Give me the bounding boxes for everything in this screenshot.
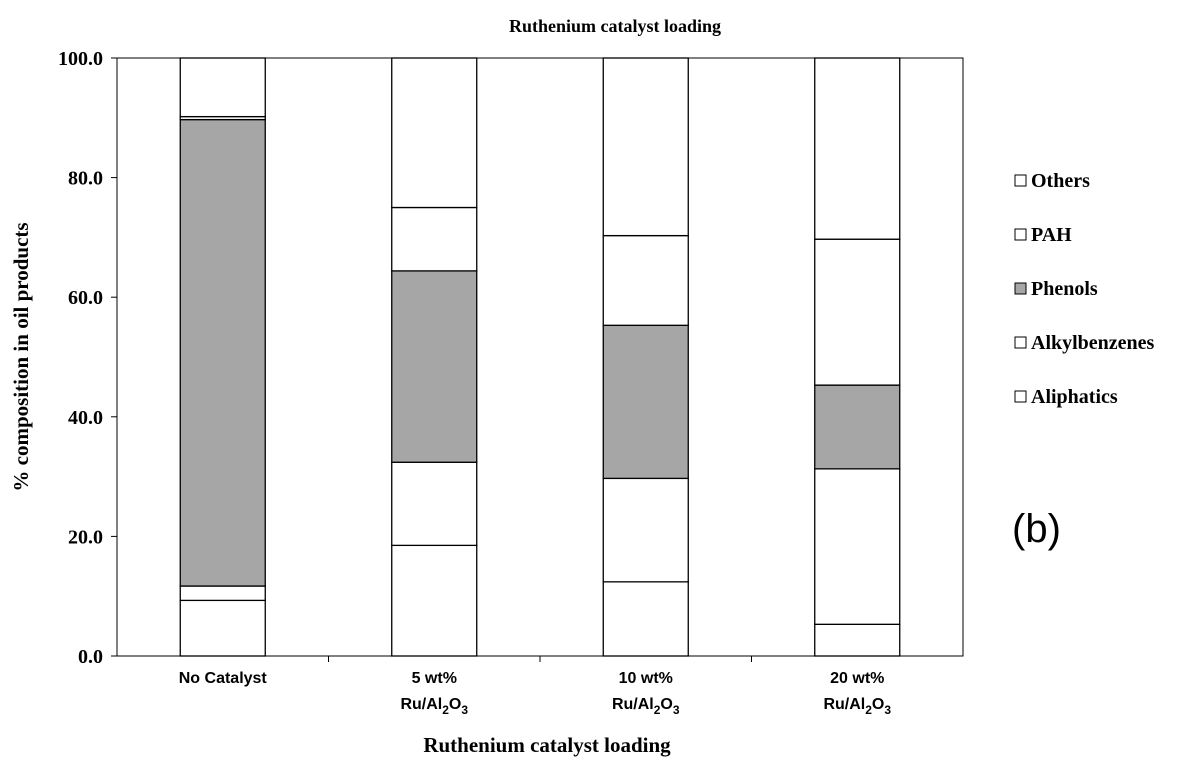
legend-swatch <box>1014 282 1027 295</box>
bar-segment-alkylbenzenes <box>814 468 901 625</box>
x-tick-label: 5 wt% <box>412 670 457 687</box>
y-tick-label: 20.0 <box>68 526 103 548</box>
formula-part: Ru/Al <box>400 696 442 713</box>
legend-swatch <box>1014 336 1027 349</box>
bar-segment-others <box>814 57 901 240</box>
bars <box>179 57 901 657</box>
bar-segment-alkylbenzenes <box>391 461 478 547</box>
x-tick-label: No Catalyst <box>179 670 268 687</box>
bar-segment-alkylbenzenes <box>179 585 266 602</box>
x-tick-label-formula: Ru/Al2O3 <box>612 696 680 717</box>
legend-swatch <box>1014 390 1027 403</box>
bar-segment-phenols <box>602 324 689 480</box>
legend-label: Alkylbenzenes <box>1031 332 1155 354</box>
bar-segment-phenols <box>814 384 901 470</box>
y-tick-label: 60.0 <box>68 287 103 309</box>
bar-segment-others <box>602 57 689 237</box>
x-tick-label-formula: Ru/Al2O3 <box>400 696 468 717</box>
formula-subscript: 3 <box>461 703 468 717</box>
x-axis-label: Ruthenium catalyst loading <box>423 733 671 757</box>
formula-subscript: 2 <box>442 703 449 717</box>
bar-segment-aliphatics <box>602 581 689 657</box>
bar-segment-phenols <box>179 118 266 587</box>
y-axis-label: % composition in oil products <box>9 222 33 491</box>
y-tick-label: 100.0 <box>58 48 103 70</box>
chart-title: Ruthenium catalyst loading <box>509 16 721 36</box>
formula-subscript: 2 <box>865 703 872 717</box>
formula-part: Ru/Al <box>823 696 865 713</box>
legend-swatch <box>1014 228 1027 241</box>
bar-segment-others <box>179 57 266 118</box>
y-axis: 0.0 20.0 40.0 60.0 80.0 100.0 <box>58 48 117 668</box>
bar-segment-phenols <box>391 270 478 463</box>
formula-part: O <box>872 696 884 713</box>
formula-part: O <box>660 696 672 713</box>
bar-segment-alkylbenzenes <box>602 477 689 583</box>
bar-segment-aliphatics <box>179 599 266 657</box>
bar-segment-pah <box>602 234 689 326</box>
legend-label: Aliphatics <box>1031 386 1118 408</box>
x-tick-label: 20 wt% <box>830 670 884 687</box>
y-tick-label: 80.0 <box>68 168 103 190</box>
x-tick-label: 10 wt% <box>619 670 673 687</box>
legend-label: Others <box>1031 170 1090 192</box>
formula-part: O <box>449 696 461 713</box>
legend: Others PAH Phenols Alkylbenzenes Aliphatics <box>1014 170 1155 408</box>
formula-subscript: 3 <box>673 703 680 717</box>
bar-segment-pah <box>814 238 901 386</box>
bar-segment-aliphatics <box>814 623 901 657</box>
y-tick-label: 0.0 <box>78 646 103 668</box>
legend-swatch <box>1014 174 1027 187</box>
panel-label: (b) <box>1012 507 1061 551</box>
formula-subscript: 3 <box>884 703 891 717</box>
bar-segment-pah <box>391 206 478 272</box>
x-tick-label-formula: Ru/Al2O3 <box>823 696 891 717</box>
y-tick-label: 40.0 <box>68 407 103 429</box>
bar-segment-others <box>391 57 478 209</box>
bar-segment-aliphatics <box>391 544 478 657</box>
legend-label: Phenols <box>1031 278 1098 300</box>
legend-label: PAH <box>1031 224 1072 246</box>
formula-subscript: 2 <box>654 703 661 717</box>
formula-part: Ru/Al <box>612 696 654 713</box>
